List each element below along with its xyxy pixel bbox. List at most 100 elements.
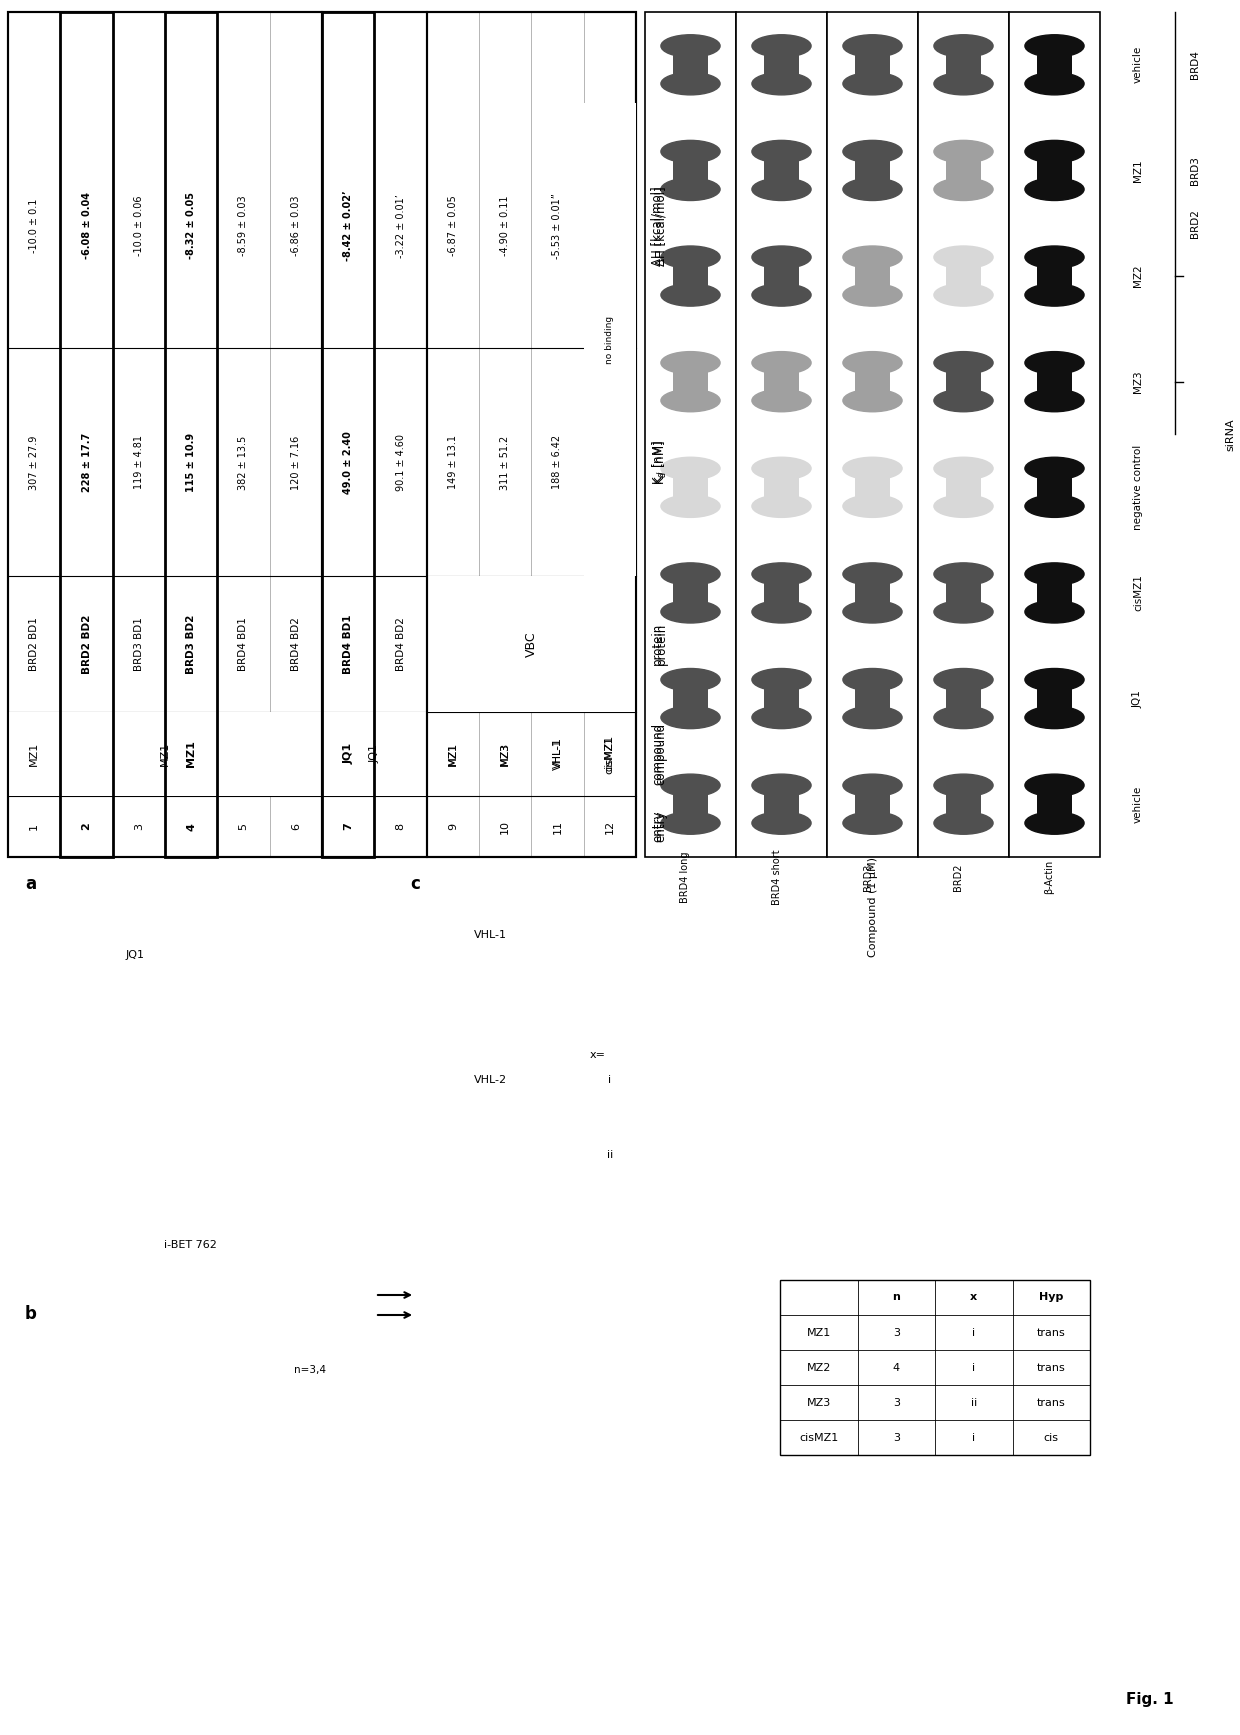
Text: vehicle: vehicle (1133, 786, 1143, 822)
Ellipse shape (1025, 179, 1084, 201)
Ellipse shape (1025, 458, 1084, 479)
Bar (764, 574, 800, 612)
Text: BRD2 BD2: BRD2 BD2 (82, 614, 92, 673)
Text: 119 ± 4.81: 119 ± 4.81 (134, 435, 144, 489)
Ellipse shape (1025, 600, 1084, 623)
Bar (61, 12, 113, 857)
Text: 4: 4 (893, 1362, 900, 1372)
Text: 311 ± 51.2: 311 ± 51.2 (500, 435, 510, 489)
Ellipse shape (751, 246, 811, 269)
Ellipse shape (843, 141, 901, 163)
Text: MZ1: MZ1 (30, 743, 40, 767)
Text: n: n (893, 1293, 900, 1303)
Bar (1037, 786, 1073, 822)
Ellipse shape (843, 35, 901, 57)
Ellipse shape (934, 141, 993, 163)
Text: JQ1: JQ1 (343, 743, 353, 765)
Bar (764, 45, 800, 83)
Ellipse shape (661, 600, 720, 623)
Text: 382 ± 13.5: 382 ± 13.5 (238, 435, 248, 489)
Text: entry: entry (651, 810, 663, 841)
Ellipse shape (751, 285, 811, 305)
Text: n=3,4: n=3,4 (294, 1365, 326, 1376)
Bar (737, 12, 827, 857)
Ellipse shape (934, 562, 993, 585)
Ellipse shape (751, 562, 811, 585)
Text: i: i (972, 1433, 976, 1442)
Ellipse shape (1025, 285, 1084, 305)
Text: 6: 6 (291, 822, 301, 829)
Text: MZ3: MZ3 (807, 1397, 831, 1407)
Text: BRD4 BD2: BRD4 BD2 (396, 618, 405, 671)
Text: BRD4 long: BRD4 long (681, 852, 691, 902)
Bar (854, 468, 890, 507)
Text: VHL-1: VHL-1 (474, 930, 506, 940)
Bar (645, 12, 737, 857)
Text: i: i (972, 1327, 976, 1338)
Bar (322, 711, 427, 796)
Ellipse shape (751, 494, 811, 517)
Text: a: a (25, 874, 36, 894)
Text: MZ3: MZ3 (500, 743, 510, 765)
Ellipse shape (934, 352, 993, 375)
Text: 149 ± 13.1: 149 ± 13.1 (448, 435, 458, 489)
Text: compound: compound (655, 723, 667, 784)
Text: 49.0 ± 2.40: 49.0 ± 2.40 (343, 430, 353, 494)
Text: 9: 9 (448, 822, 458, 829)
Text: vehicle: vehicle (1133, 47, 1143, 83)
Text: MZ1: MZ1 (186, 741, 196, 767)
Text: -6.86 ± 0.03: -6.86 ± 0.03 (291, 196, 301, 257)
Bar (946, 257, 981, 295)
Ellipse shape (661, 179, 720, 201)
Text: 10: 10 (500, 819, 510, 833)
Text: 307 ± 27.9: 307 ± 27.9 (30, 435, 40, 489)
Ellipse shape (843, 668, 901, 691)
Text: BRD2: BRD2 (954, 864, 963, 890)
Text: MZ1: MZ1 (448, 743, 458, 767)
Text: trans: trans (1037, 1362, 1065, 1372)
Text: BRD4 BD1: BRD4 BD1 (343, 614, 353, 673)
Bar (1037, 574, 1073, 612)
Text: cis: cis (1044, 1433, 1059, 1442)
Ellipse shape (843, 774, 901, 796)
Text: cisMZ1: cisMZ1 (1133, 574, 1143, 611)
Bar (918, 12, 1009, 857)
Ellipse shape (843, 812, 901, 835)
Bar (1037, 363, 1073, 401)
Ellipse shape (661, 562, 720, 585)
Text: trans: trans (1037, 1397, 1065, 1407)
Text: BRD4 short: BRD4 short (771, 848, 781, 906)
Bar (854, 45, 890, 83)
Text: 115 ± 10.9: 115 ± 10.9 (186, 432, 196, 493)
Bar (946, 363, 981, 401)
Text: 120 ± 7.16: 120 ± 7.16 (291, 435, 301, 489)
Ellipse shape (934, 73, 993, 95)
Text: BRD3 BD2: BRD3 BD2 (186, 614, 196, 673)
Ellipse shape (751, 774, 811, 796)
Text: BRD4 BD2: BRD4 BD2 (291, 618, 301, 671)
Text: JQ1: JQ1 (370, 744, 379, 763)
Text: c: c (410, 874, 420, 894)
Ellipse shape (934, 179, 993, 201)
Ellipse shape (661, 494, 720, 517)
Text: i: i (609, 1076, 611, 1084)
Bar (1037, 45, 1073, 83)
Ellipse shape (1025, 246, 1084, 269)
Ellipse shape (843, 389, 901, 411)
Text: MZ1: MZ1 (807, 1327, 831, 1338)
Text: cisMZ1: cisMZ1 (799, 1433, 838, 1442)
Bar (946, 786, 981, 822)
Text: 3: 3 (893, 1327, 900, 1338)
Ellipse shape (661, 706, 720, 729)
Bar (854, 786, 890, 822)
Text: no binding: no binding (605, 437, 615, 488)
Ellipse shape (1025, 141, 1084, 163)
Ellipse shape (843, 706, 901, 729)
Text: siRNA: siRNA (1225, 418, 1235, 451)
Ellipse shape (1025, 774, 1084, 796)
Text: i-BET 762: i-BET 762 (164, 1241, 217, 1249)
Bar (673, 257, 708, 295)
Ellipse shape (661, 73, 720, 95)
Bar (1037, 468, 1073, 507)
Text: 11: 11 (553, 819, 563, 833)
